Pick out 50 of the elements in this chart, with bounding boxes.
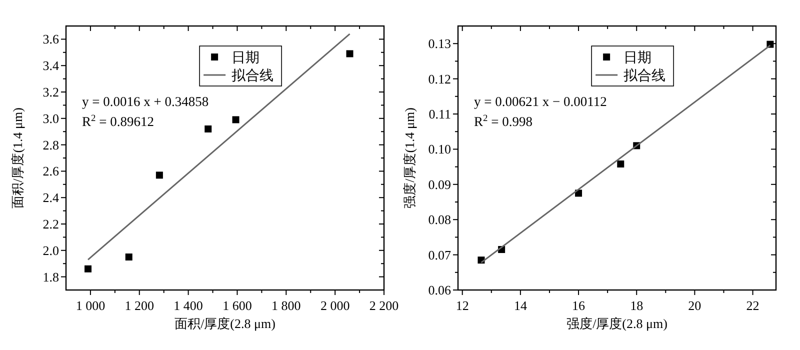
annotation: y = 0.00621 x − 0.00112 [474, 94, 607, 109]
y-tick-label: 3.0 [42, 110, 59, 126]
x-axis-title: 强度/厚度(2.8 μm) [566, 316, 668, 331]
y-axis-title: 强度/厚度(1.4 μm) [402, 108, 417, 208]
point [204, 125, 212, 132]
y-tick-label: 0.09 [428, 176, 451, 192]
x-tick-label: 18 [630, 298, 644, 313]
y-tick-label: 0.12 [428, 71, 451, 86]
annotation: R$^{2}$ = 0.89612 [82, 114, 154, 129]
x-tick-label: 1 000 [76, 298, 106, 313]
y-tick-label: 3.6 [42, 32, 60, 47]
x-tick-label: 22 [746, 298, 760, 313]
y-tick-label: 2.4 [42, 190, 60, 206]
x-tick-label: 16 [572, 298, 586, 313]
y-tick-label: 0.10 [428, 142, 451, 157]
x-axis-title: 面积/厚度(2.8 μm) [174, 316, 276, 331]
annotation: y = 0.0016 x + 0.34858 [82, 94, 209, 109]
point [125, 254, 132, 260]
point [156, 172, 163, 179]
y-tick-label: 0.07 [428, 247, 452, 262]
y-tick-label: 1.8 [42, 269, 59, 284]
point [84, 265, 92, 272]
y-tick-label: 2.0 [42, 242, 59, 258]
y-tick-label: 0.08 [428, 212, 451, 228]
y-tick-label: 3.2 [42, 84, 59, 100]
x-tick-label: 1 600 [222, 298, 252, 313]
annotation: R$^{2}$ = 0.998 [474, 114, 533, 129]
x-tick-label: 1 800 [272, 298, 301, 313]
x-tick-label: 12 [456, 298, 469, 313]
y-tick-label: 0.13 [428, 36, 451, 52]
legend-label: 日期 [624, 50, 652, 66]
legend-label: 拟合线 [624, 68, 666, 84]
x-tick-label: 2 200 [369, 298, 399, 313]
x-tick-label: 2 000 [320, 298, 350, 313]
y-axis-title: 面积/厚度(1.4 μm) [10, 108, 25, 208]
x-tick-label: 1 400 [174, 298, 203, 313]
y-tick-label: 2.8 [42, 137, 59, 152]
x-tick-label: 1 200 [124, 298, 154, 313]
y-tick-label: 2.2 [42, 216, 59, 232]
y-tick-label: 0.11 [428, 106, 451, 122]
y-tick-label: 0.06 [428, 282, 452, 298]
x-tick-label: 20 [688, 298, 702, 313]
y-tick-label: 3.4 [42, 58, 60, 74]
point [346, 50, 354, 58]
legend-label: 拟合线 [232, 68, 274, 84]
point [232, 116, 240, 124]
y-tick-label: 2.6 [42, 164, 60, 179]
point [617, 160, 624, 168]
x-tick-label: 14 [514, 298, 528, 313]
legend-label: 日期 [232, 50, 260, 66]
